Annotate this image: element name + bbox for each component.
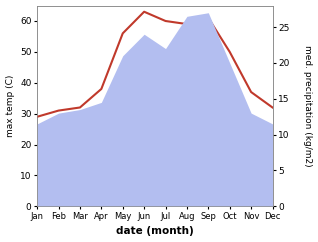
Y-axis label: max temp (C): max temp (C) xyxy=(5,75,15,137)
X-axis label: date (month): date (month) xyxy=(116,227,194,236)
Y-axis label: med. precipitation (kg/m2): med. precipitation (kg/m2) xyxy=(303,45,313,167)
